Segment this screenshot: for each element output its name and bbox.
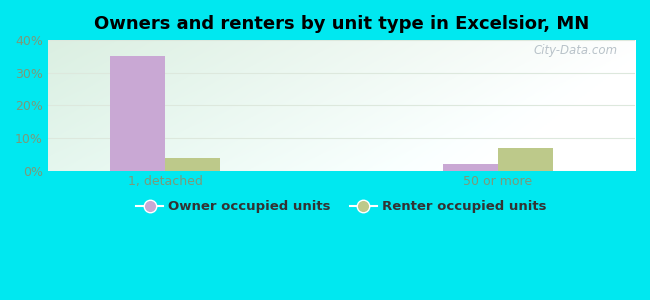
Bar <box>111 56 165 171</box>
Bar <box>498 148 552 171</box>
Title: Owners and renters by unit type in Excelsior, MN: Owners and renters by unit type in Excel… <box>94 15 589 33</box>
Bar <box>165 158 220 171</box>
Bar <box>443 164 498 171</box>
Text: City-Data.com: City-Data.com <box>533 44 618 57</box>
Legend: Owner occupied units, Renter occupied units: Owner occupied units, Renter occupied un… <box>131 195 552 219</box>
